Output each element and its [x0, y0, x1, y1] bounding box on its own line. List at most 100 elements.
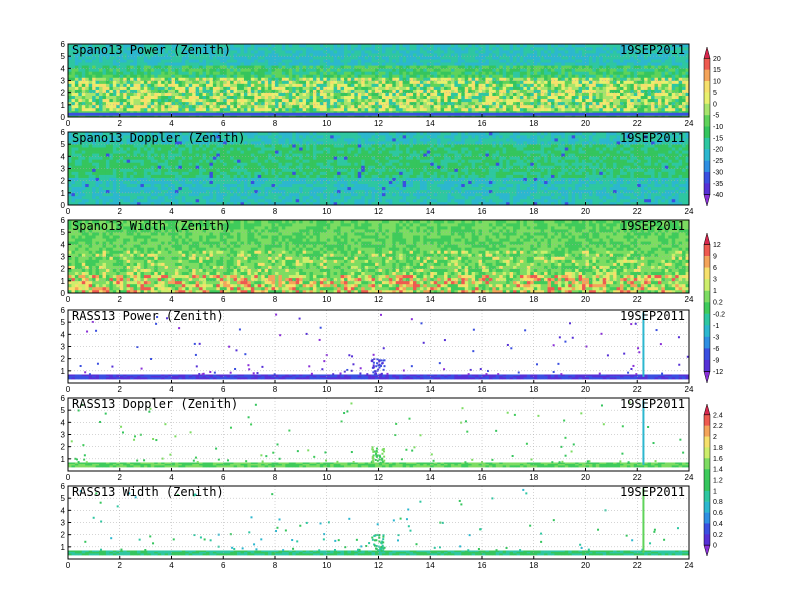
- heatmap-cell: [592, 95, 597, 100]
- heatmap-cell: [488, 71, 493, 75]
- heatmap-cell: [74, 198, 79, 203]
- heatmap-cell: [392, 107, 397, 112]
- heatmap-cell: [506, 101, 510, 106]
- heatmap-cell: [85, 177, 89, 181]
- heatmap-cell: [423, 68, 428, 72]
- heatmap-cell: [123, 171, 127, 175]
- heatmap-cell: [385, 71, 390, 75]
- heatmap-cell: [123, 147, 127, 151]
- heatmap-cell: [92, 95, 96, 100]
- heatmap-cell: [81, 107, 86, 112]
- heatmap-cell: [568, 101, 572, 106]
- heatmap-cell: [378, 107, 383, 112]
- heatmap-cell: [568, 53, 572, 57]
- heatmap-cell: [288, 68, 293, 72]
- heatmap-cell: [461, 89, 466, 93]
- heatmap-cell: [233, 107, 238, 112]
- heatmap-cell: [454, 62, 459, 66]
- heatmap-cell: [544, 89, 548, 93]
- heatmap-cell: [675, 98, 679, 103]
- heatmap-cell: [219, 98, 224, 103]
- heatmap-cell: [413, 110, 417, 115]
- heatmap-cell: [357, 74, 362, 78]
- heatmap-cell: [68, 168, 72, 172]
- heatmap-cell: [344, 65, 348, 69]
- heatmap-cell: [299, 104, 303, 109]
- heatmap-cell: [85, 80, 89, 84]
- heatmap-cell: [71, 156, 76, 160]
- heatmap-cell: [95, 77, 100, 81]
- heatmap-cell: [250, 110, 255, 115]
- heatmap-cell: [630, 68, 635, 72]
- heatmap-cell: [116, 89, 121, 93]
- heatmap-cell: [316, 56, 321, 60]
- heatmap-cell: [92, 135, 96, 139]
- heatmap-cell: [105, 174, 110, 178]
- heatmap-cell: [264, 86, 269, 90]
- heatmap-cell: [219, 68, 224, 72]
- heatmap-cell: [271, 101, 276, 106]
- heatmap-cell: [247, 44, 252, 48]
- heatmap-cell: [595, 56, 600, 60]
- heatmap-cell: [347, 110, 352, 115]
- heatmap-cell: [506, 50, 510, 54]
- heatmap-cell: [519, 86, 524, 90]
- heatmap-cell: [381, 86, 386, 90]
- heatmap-cell: [554, 77, 559, 81]
- heatmap-cell: [647, 92, 652, 97]
- heatmap-cell: [678, 95, 683, 100]
- heatmap-cell: [316, 92, 321, 97]
- heatmap-cell: [537, 62, 541, 66]
- heatmap-cell: [554, 47, 559, 51]
- heatmap-cell: [402, 92, 407, 97]
- heatmap-cell: [71, 171, 76, 175]
- x-tick-label: 24: [685, 119, 694, 128]
- heatmap-cell: [240, 77, 245, 81]
- heatmap-cell: [199, 80, 203, 84]
- heatmap-cell: [281, 104, 286, 109]
- heatmap-cell: [143, 47, 148, 51]
- heatmap-cell: [540, 65, 545, 69]
- heatmap-cell: [68, 189, 72, 194]
- heatmap-cell: [685, 74, 690, 78]
- heatmap-cell: [523, 47, 528, 51]
- heatmap-cell: [109, 95, 114, 100]
- heatmap-cell: [330, 80, 334, 84]
- heatmap-cell: [219, 56, 224, 60]
- heatmap-cell: [364, 80, 369, 84]
- heatmap-cell: [509, 98, 514, 103]
- heatmap-cell: [323, 47, 328, 51]
- heatmap-cell: [188, 44, 193, 48]
- heatmap-cell: [609, 107, 614, 112]
- heatmap-cell: [74, 68, 79, 72]
- heatmap-cell: [678, 59, 683, 63]
- heatmap-cell: [126, 150, 131, 154]
- heatmap-cell: [406, 56, 410, 60]
- heatmap-cell: [668, 107, 673, 112]
- heatmap-cell: [237, 77, 241, 81]
- heatmap-cell: [630, 53, 635, 57]
- heatmap-cell: [530, 56, 535, 60]
- heatmap-cell: [395, 80, 400, 84]
- heatmap-cell: [416, 53, 421, 57]
- heatmap-cell: [571, 62, 576, 66]
- heatmap-cell: [102, 198, 107, 203]
- heatmap-cell: [337, 107, 341, 112]
- heatmap-cell: [140, 171, 145, 175]
- heatmap-cell: [519, 74, 524, 78]
- heatmap-cell: [568, 59, 572, 63]
- heatmap-cell: [99, 189, 103, 194]
- heatmap-cell: [561, 77, 566, 81]
- heatmap-cell: [223, 98, 227, 103]
- heatmap-cell: [499, 95, 503, 100]
- heatmap-cells: [68, 132, 690, 206]
- heatmap-cell: [492, 74, 497, 78]
- heatmap-cell: [426, 77, 431, 81]
- heatmap-cell: [74, 62, 79, 66]
- heatmap-cell: [475, 56, 479, 60]
- heatmap-cell: [661, 86, 666, 90]
- heatmap-cell: [475, 68, 479, 72]
- heatmap-cell: [137, 153, 141, 157]
- heatmap-cell: [682, 56, 686, 60]
- heatmap-cell: [192, 65, 196, 69]
